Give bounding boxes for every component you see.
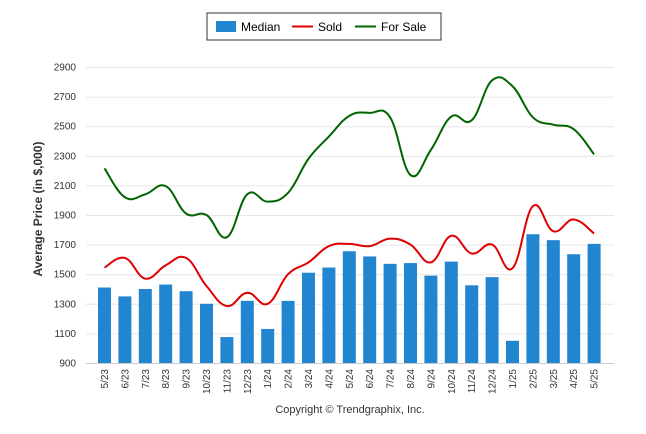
y-tick-label: 2700 bbox=[54, 92, 77, 103]
median-bar bbox=[302, 272, 315, 363]
median-bar bbox=[220, 337, 234, 363]
x-tick-label: 9/23 bbox=[182, 369, 193, 389]
median-bar bbox=[363, 256, 377, 363]
for-sale-line bbox=[103, 76, 595, 239]
x-tick-label: 11/24 bbox=[467, 369, 478, 394]
x-axis-ticks: 5/23 6/23 7/23 8/23 9/23 10/23 11/23 12/23 1/24 2… bbox=[100, 369, 601, 394]
legend: Median Sold For Sale bbox=[206, 12, 442, 41]
median-bar bbox=[485, 277, 499, 363]
y-axis-label: Average Price (in $,000) bbox=[31, 142, 45, 277]
y-tick-label: 900 bbox=[59, 359, 76, 370]
x-tick-label: 2/25 bbox=[528, 369, 539, 389]
median-bar bbox=[179, 291, 193, 363]
y-tick-label: 2500 bbox=[54, 122, 77, 133]
median-bar bbox=[138, 289, 152, 363]
copyright-footer: Copyright © Trendgraphix, Inc. bbox=[275, 404, 424, 416]
x-tick-label: 7/24 bbox=[386, 369, 397, 389]
y-tick-label: 1100 bbox=[54, 329, 76, 340]
median-bar bbox=[587, 243, 601, 363]
median-bar bbox=[546, 240, 560, 363]
median-bar bbox=[506, 340, 519, 363]
x-tick-label: 6/23 bbox=[120, 369, 131, 389]
median-bar bbox=[200, 303, 213, 363]
x-tick-label: 5/25 bbox=[590, 369, 601, 389]
median-bar bbox=[444, 261, 458, 363]
x-tick-label: 8/23 bbox=[161, 369, 172, 389]
y-tick-label: 1300 bbox=[54, 299, 77, 310]
legend-label-sold: Sold bbox=[318, 20, 342, 34]
x-tick-label: 11/23 bbox=[222, 369, 233, 394]
median-bar bbox=[159, 284, 173, 363]
x-tick-label: 5/24 bbox=[345, 369, 356, 389]
y-axis-ticks: 2900 2700 2500 2300 2100 1900 1700 1500 1300 1100… bbox=[54, 63, 77, 370]
median-bars bbox=[98, 234, 601, 363]
median-bar bbox=[281, 300, 295, 363]
median-bar bbox=[424, 275, 438, 363]
x-tick-label: 2/24 bbox=[284, 369, 295, 389]
median-bar bbox=[465, 285, 479, 363]
median-bar bbox=[526, 234, 540, 363]
y-tick-label: 1500 bbox=[54, 270, 77, 281]
x-tick-label: 3/24 bbox=[304, 369, 315, 389]
median-bar bbox=[404, 263, 417, 363]
x-tick-label: 1/25 bbox=[508, 369, 519, 389]
y-tick-label: 2300 bbox=[54, 151, 77, 162]
sold-line bbox=[103, 203, 595, 308]
median-bar bbox=[322, 267, 336, 363]
median-bar bbox=[567, 254, 581, 363]
x-tick-label: 4/25 bbox=[569, 369, 580, 389]
y-tick-label: 1700 bbox=[54, 240, 77, 251]
x-tick-label: 12/23 bbox=[243, 369, 254, 394]
legend-label-for-sale: For Sale bbox=[381, 20, 427, 34]
median-bar bbox=[342, 251, 356, 363]
x-tick-label: 1/24 bbox=[263, 369, 274, 389]
median-bar bbox=[383, 263, 397, 363]
x-tick-label: 9/24 bbox=[426, 369, 437, 389]
x-tick-label: 4/24 bbox=[324, 369, 335, 389]
trend-lines bbox=[103, 76, 595, 308]
median-bar bbox=[261, 328, 275, 363]
x-tick-label: 7/23 bbox=[141, 369, 152, 389]
median-bar bbox=[240, 300, 254, 363]
legend-label-median: Median bbox=[241, 20, 280, 34]
x-tick-label: 6/24 bbox=[365, 369, 376, 389]
median-bar bbox=[118, 296, 132, 363]
x-tick-label: 8/24 bbox=[406, 369, 417, 389]
x-tick-label: 12/24 bbox=[488, 369, 499, 394]
median-bar bbox=[98, 287, 111, 363]
y-tick-label: 1900 bbox=[54, 211, 77, 222]
y-tick-label: 2900 bbox=[54, 63, 77, 74]
legend-box bbox=[206, 12, 442, 41]
x-tick-label: 10/23 bbox=[202, 369, 213, 394]
legend-swatch-median bbox=[216, 21, 236, 32]
x-tick-label: 10/24 bbox=[447, 369, 458, 394]
y-tick-label: 2100 bbox=[54, 181, 77, 192]
x-tick-label: 3/25 bbox=[549, 369, 560, 389]
x-tick-label: 5/23 bbox=[100, 369, 111, 389]
